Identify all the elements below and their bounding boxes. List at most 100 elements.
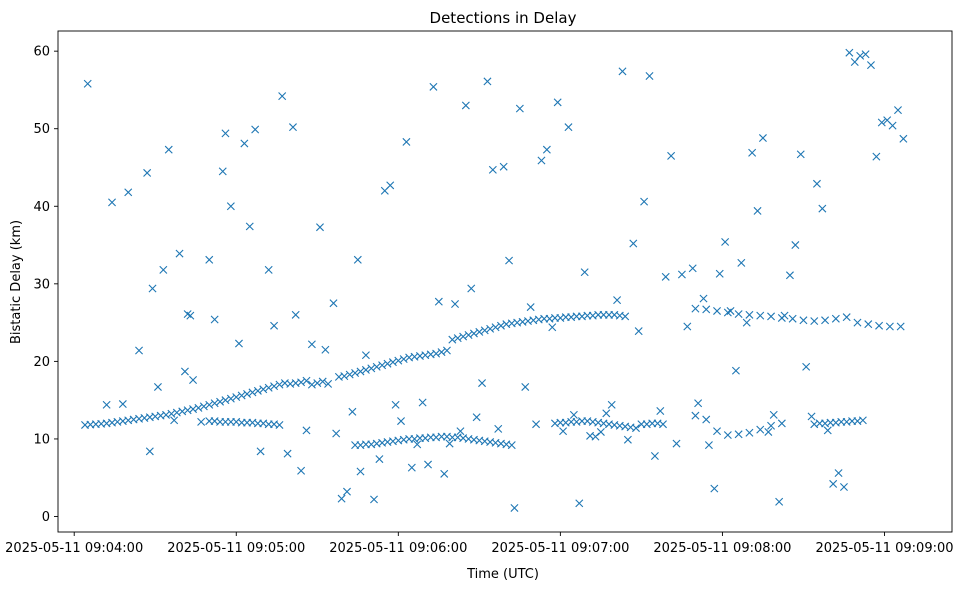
data-point-track-3-13 [831,314,840,323]
data-point-track-1-44 [318,377,327,386]
data-point-track-2-22 [453,334,462,343]
data-point-track-3-14 [842,313,851,322]
data-point-track-3-2 [713,306,722,315]
data-point-scattered-76 [521,382,530,391]
data-point-scattered-98 [640,197,649,206]
data-point-scattered-60 [434,297,443,306]
data-point-track-6-26 [745,428,754,437]
data-point-scattered-73 [505,256,514,265]
data-point-scattered-58 [424,460,433,469]
data-point-track-3-1 [702,305,711,314]
data-point-track-1-21 [194,403,203,412]
data-point-scattered-4 [124,188,133,197]
data-point-track-2-23 [459,332,468,341]
data-point-scattered-134 [834,469,843,478]
data-point-scattered-140 [866,61,875,70]
data-point-scattered-9 [153,382,162,391]
data-point-scattered-87 [580,268,589,277]
data-point-scattered-3 [118,400,127,409]
data-point-track-1-35 [270,382,279,391]
data-point-scattered-137 [850,58,859,67]
data-point-scattered-55 [407,463,416,472]
x-tick-label-5: 2025-05-11 09:09:00 [815,541,953,556]
data-point-scattered-141 [872,152,881,161]
data-point-scattered-36 [302,426,311,435]
data-point-track-2-6 [367,364,376,373]
y-tick-label-3: 30 [33,277,50,292]
data-point-track-1-27 [226,394,235,403]
data-point-scattered-66 [467,284,476,293]
y-tick-label-6: 60 [33,45,50,60]
data-point-scattered-5 [135,346,144,355]
data-point-scattered-121 [764,427,773,436]
data-point-scattered-78 [532,420,541,429]
data-point-scattered-146 [899,134,908,143]
data-point-scattered-12 [170,416,179,425]
data-point-scattered-53 [397,417,406,426]
data-point-scattered-21 [218,167,227,176]
data-point-track-3-0 [691,304,700,313]
data-point-scattered-139 [861,50,870,59]
data-point-scattered-16 [186,311,195,320]
data-point-scattered-17 [189,376,198,384]
data-point-scattered-103 [667,151,676,160]
data-point-track-3-11 [810,317,819,326]
x-tick-label-3: 2025-05-11 09:07:00 [491,541,629,556]
data-point-scattered-122 [769,410,778,419]
data-point-scattered-77 [526,303,535,312]
data-point-scattered-52 [391,400,400,409]
data-point-scattered-119 [753,206,762,215]
data-point-track-2-27 [480,326,489,335]
data-point-track-1-23 [205,400,214,409]
data-point-scattered-56 [413,440,422,449]
data-point-track-6-25 [734,430,743,439]
data-point-track-1-24 [210,399,219,408]
data-point-track-1-31 [248,388,257,397]
data-point-scattered-18 [197,417,206,426]
data-point-track-1-32 [253,386,262,395]
data-point-scattered-83 [559,427,568,436]
data-point-track-1-28 [232,393,241,402]
x-axis-ticks: 2025-05-11 09:04:00 2025-05-11 09:05:00 20… [5,532,954,556]
data-point-scattered-26 [245,222,254,231]
data-point-scattered-72 [499,162,508,171]
data-point-scattered-64 [456,427,465,436]
data-point-scattered-132 [823,426,832,435]
data-point-track-3-18 [885,322,894,331]
data-point-scattered-108 [694,399,703,408]
data-point-track-2-53 [621,312,630,321]
data-point-track-2-7 [372,362,381,371]
data-point-scattered-8 [148,284,157,293]
data-point-scattered-120 [758,134,767,143]
data-point-track-3-15 [853,318,862,327]
data-point-track-2-3 [351,369,360,378]
data-point-track-2-20 [442,346,451,355]
data-point-track-7-9 [858,416,867,425]
data-point-track-2-21 [448,335,457,344]
x-axis-label: Time (UTC) [466,567,539,582]
data-point-scattered-81 [548,323,557,332]
data-point-scattered-79 [537,156,546,165]
data-point-track-1-45 [324,379,333,388]
data-point-scattered-31 [278,92,287,101]
data-point-scattered-124 [780,311,789,320]
data-point-scattered-0 [83,79,92,88]
data-point-track-2-19 [437,348,446,357]
data-point-scattered-95 [623,435,632,444]
data-point-scattered-93 [613,296,622,305]
data-point-scattered-47 [361,351,370,360]
data-point-scattered-25 [240,139,249,148]
data-point-scattered-113 [721,237,730,246]
data-point-track-3-12 [821,316,830,325]
data-point-scattered-112 [715,269,724,278]
data-point-scattered-38 [315,223,324,232]
data-point-scattered-111 [710,484,719,493]
data-point-scattered-116 [737,258,746,267]
data-point-scattered-33 [288,123,297,132]
data-point-scattered-84 [564,123,573,132]
data-point-scattered-85 [569,410,578,419]
data-point-track-1-33 [259,385,268,394]
data-point-track-2-5 [361,365,370,374]
data-point-scattered-126 [791,241,800,250]
